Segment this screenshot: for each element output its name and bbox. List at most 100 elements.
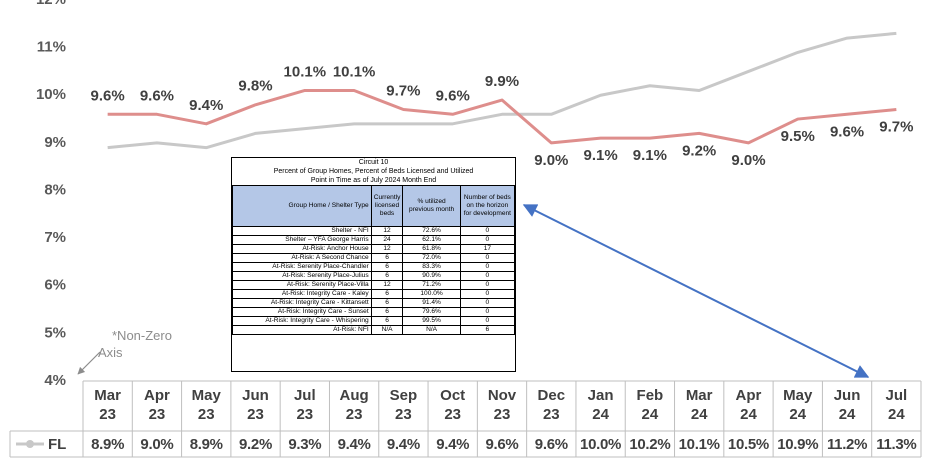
inset-cell: 6 [370,262,404,272]
y-tick-label: 12% [36,0,66,8]
data-label: 10.1% [333,63,376,80]
table-value: 8.9% [91,436,125,453]
table-value: 9.3% [288,436,322,453]
inset-cell: 6 [370,253,404,263]
data-label: 9.6% [436,87,470,104]
inset-row: At-Risk: Anchor House 12 61.8% 17 [232,244,516,254]
inset-cell: 0 [459,235,516,245]
x-tick-label: Jan 24 [587,387,614,423]
inset-cell: 6 [370,316,404,326]
inset-cell: 6 [459,325,516,335]
inset-row: Shelter - NFI 12 72.6% 0 [232,226,516,236]
x-tick-label: Dec 23 [537,387,566,423]
inset-cell: 90.9% [402,271,461,281]
x-tick-label: Nov 23 [487,387,517,423]
table-value: 11.2% [826,436,868,453]
inset-cell: At-Risk: Integrity Care - Kaley [232,289,372,299]
y-tick-label: 8% [44,181,66,198]
x-tick-label: Aug 23 [339,387,369,423]
inset-header: Currently licensed beds [370,185,404,227]
data-label: 9.0% [534,152,568,169]
x-tick-label: Jul 23 [293,387,316,423]
x-tick-label: Apr 23 [144,387,170,423]
table-value: 9.4% [386,436,420,453]
inset-cell: At-Risk: Integrity Care - Kittansett [232,298,372,308]
inset-row: At-Risk: A Second Chance 6 72.0% 0 [232,253,516,263]
y-tick-label: 11% [37,39,66,56]
annotation: *Non-Zero Axis [98,328,172,360]
inset-row: At-Risk: NFI N/A N/A 6 [232,325,516,335]
data-label: 9.7% [386,83,420,100]
y-tick-label: 10% [36,86,66,103]
inset-row: At-Risk: Integrity Care - Sunset 6 79.6% 0 [232,307,516,317]
inset-title: Circuit 10 [358,159,389,166]
callout-arrow [522,204,870,378]
inset-cell: 12 [370,244,404,254]
inset-title: Point in Time as of July 2024 Month End [310,177,437,184]
annotation-box: *Non-Zero Axis [98,328,172,360]
inset-cell: 17 [459,244,516,254]
inset-grid: Circuit 10 Percent of Group Homes, Percen… [232,158,516,335]
inset-cell: 71.2% [402,280,461,290]
inset-header-row: Group Home / Shelter Type Currently licen… [232,185,516,227]
table-value: 8.9% [189,436,223,453]
inset-cell: 100.0% [402,289,461,299]
inset-row: At-Risk: Serenity Place-Villa 12 71.2% 0 [232,280,516,290]
annotation-arrow [77,351,101,375]
y-tick-label: 9% [44,134,66,151]
inset-cell: N/A [370,325,404,335]
y-tick-label: 7% [44,229,66,246]
x-tick-label: Apr 24 [735,387,762,423]
inset-cell: At-Risk: Serenity Place-Chandler [232,262,372,272]
inset-cell: 0 [459,307,516,317]
series-line [107,31,897,150]
inset-cell: At-Risk: Anchor House [232,244,372,254]
data-label: 9.6% [91,87,125,104]
inset-cell: At-Risk: Serenity Place-Julius [232,271,372,281]
inset-row: At-Risk: Integrity Care - Kittansett 6 91.… [232,298,516,308]
x-tick-label: Jul 24 [885,387,908,423]
inset-row: Shelter – YFA George Harris 24 62.1% 0 [232,235,516,245]
legend-marker [26,440,34,448]
data-label: 9.1% [633,147,667,164]
inset-header: % utilized previous month [402,185,461,227]
inset-cell: 0 [459,280,516,290]
inset-cell: 0 [459,262,516,272]
table-value: 11.3% [876,436,917,453]
inset-cell: 0 [459,253,516,263]
inset-cell: 83.3% [402,262,461,272]
x-tick-label: Oct 23 [440,387,466,423]
series-line [107,88,897,145]
inset-cell: 12 [370,280,404,290]
data-label: 9.1% [583,147,617,164]
inset-cell: 12 [370,226,404,236]
inset-title-row: Percent of Group Homes, Percent of Beds … [233,167,515,176]
x-tick-label: Mar 24 [685,387,713,423]
inset-header: Number of beds on the horizon for develo… [459,185,516,227]
inset-title-row: Circuit 10 [233,158,515,167]
inset-cell: 91.4% [402,298,461,308]
y-tick-label: 6% [44,277,66,294]
table-value: 9.4% [337,436,371,453]
table-value: 9.6% [485,436,519,453]
x-tick-label: May 23 [191,387,221,423]
table-value: 10.5% [727,436,769,453]
data-label: 9.6% [140,87,174,104]
data-label: 9.8% [238,78,272,95]
x-tick-label: May 24 [783,387,813,423]
inset-cell: 6 [370,298,404,308]
inset-cell: Shelter – YFA George Harris [232,235,372,245]
inset-cell: 99.5% [402,316,461,326]
data-label: 9.5% [781,128,815,145]
table-value: 9.0% [140,436,174,453]
inset-cell: 0 [459,271,516,281]
inset-cell: 61.8% [402,244,461,254]
x-tick-label: Sep 23 [389,387,418,423]
inset-cell: 62.1% [402,235,461,245]
data-label: 10.1% [284,63,327,80]
inset-cell: 6 [370,307,404,317]
inset-table: Circuit 10 Percent of Group Homes, Percen… [231,157,516,372]
inset-cell: 6 [370,289,404,299]
inset-cell: N/A [402,325,461,335]
data-label: 9.0% [731,152,765,169]
